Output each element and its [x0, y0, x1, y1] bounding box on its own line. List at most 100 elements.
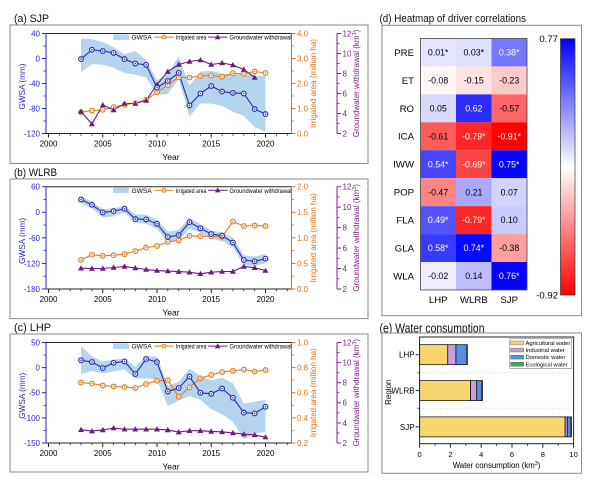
svg-text:10: 10 — [343, 49, 352, 58]
svg-text:2010: 2010 — [148, 295, 166, 304]
svg-text:Groundwater withdrawal: Groundwater withdrawal — [230, 35, 292, 42]
svg-text:0.0: 0.0 — [297, 129, 309, 138]
svg-text:2.0: 2.0 — [297, 79, 309, 88]
svg-text:2000: 2000 — [40, 140, 58, 149]
svg-text:-80: -80 — [28, 104, 40, 113]
svg-text:4: 4 — [343, 264, 348, 273]
svg-text:-0.61: -0.61 — [428, 131, 448, 141]
svg-text:40: 40 — [31, 29, 40, 38]
svg-text:0.14: 0.14 — [465, 271, 482, 281]
svg-text:0: 0 — [36, 208, 41, 217]
svg-text:-150: -150 — [24, 439, 41, 448]
svg-text:(e) Water consumption: (e) Water consumption — [380, 322, 485, 336]
svg-text:2020: 2020 — [257, 449, 275, 458]
svg-text:(c) LHP: (c) LHP — [14, 322, 51, 334]
svg-text:WLRB: WLRB — [391, 387, 414, 396]
svg-text:0.0: 0.0 — [297, 285, 309, 294]
svg-text:10: 10 — [569, 450, 577, 459]
svg-text:0.49*: 0.49* — [428, 215, 449, 225]
svg-text:Groundwater withdrawal (km3): Groundwater withdrawal (km3) — [352, 184, 361, 292]
svg-text:8: 8 — [343, 69, 348, 78]
svg-text:-0.92: -0.92 — [536, 290, 558, 301]
svg-text:0: 0 — [418, 450, 422, 459]
svg-text:Water consumption (km3): Water consumption (km3) — [453, 461, 541, 470]
svg-text:0.62: 0.62 — [465, 103, 482, 113]
svg-text:ET: ET — [402, 76, 414, 87]
svg-text:Irrigated area (million ha): Irrigated area (million ha) — [309, 193, 318, 282]
svg-text:0.10: 0.10 — [501, 215, 518, 225]
svg-text:(b) WLRB: (b) WLRB — [14, 167, 57, 179]
svg-text:-100: -100 — [24, 414, 41, 423]
svg-text:GWSA (mm): GWSA (mm) — [18, 63, 27, 109]
svg-text:0.2: 0.2 — [297, 439, 309, 448]
svg-text:10: 10 — [343, 359, 352, 368]
svg-text:12: 12 — [343, 338, 352, 347]
svg-text:-0.47: -0.47 — [428, 187, 448, 197]
svg-text:(a) SJP: (a) SJP — [14, 13, 49, 25]
svg-text:0.01*: 0.01* — [428, 48, 449, 58]
svg-text:0.21: 0.21 — [465, 187, 482, 197]
svg-text:-0.23: -0.23 — [499, 76, 519, 86]
svg-text:Irrigated area (million ha): Irrigated area (million ha) — [309, 348, 318, 437]
svg-text:1.5: 1.5 — [297, 208, 309, 217]
svg-text:LHP: LHP — [399, 351, 415, 360]
svg-text:-0.15: -0.15 — [464, 76, 484, 86]
svg-text:0.6: 0.6 — [297, 389, 309, 398]
svg-text:SJP: SJP — [400, 423, 415, 432]
svg-text:Year: Year — [162, 308, 179, 318]
svg-text:SJP: SJP — [500, 295, 518, 306]
svg-text:2: 2 — [448, 450, 452, 459]
svg-text:1.0: 1.0 — [297, 234, 309, 243]
svg-text:2: 2 — [343, 285, 348, 294]
svg-text:4: 4 — [479, 450, 483, 459]
svg-text:-0.79*: -0.79* — [462, 131, 486, 141]
svg-text:WLRB: WLRB — [460, 295, 488, 306]
svg-text:50: 50 — [31, 338, 40, 347]
svg-text:0: 0 — [36, 364, 41, 373]
svg-text:4: 4 — [343, 419, 348, 428]
svg-text:6: 6 — [343, 399, 348, 408]
svg-text:0.05: 0.05 — [430, 103, 447, 113]
svg-text:2000: 2000 — [40, 449, 58, 458]
svg-text:2.0: 2.0 — [297, 183, 309, 192]
svg-text:2020: 2020 — [257, 295, 275, 304]
svg-text:0.38*: 0.38* — [499, 48, 520, 58]
svg-text:Irrigated area (million ha): Irrigated area (million ha) — [309, 39, 318, 128]
svg-text:Domestic water: Domestic water — [526, 355, 566, 361]
svg-text:1.0: 1.0 — [297, 338, 309, 347]
svg-text:12: 12 — [343, 29, 352, 38]
svg-text:0.58*: 0.58* — [428, 243, 449, 253]
svg-text:2000: 2000 — [40, 295, 58, 304]
svg-text:6: 6 — [343, 89, 348, 98]
svg-text:-120: -120 — [24, 129, 41, 138]
svg-text:0: 0 — [36, 54, 41, 63]
svg-text:-0.38: -0.38 — [499, 243, 519, 253]
svg-text:GWSA: GWSA — [132, 188, 153, 195]
svg-text:60: 60 — [31, 183, 40, 192]
svg-text:Industrial water: Industrial water — [526, 348, 565, 354]
svg-text:0.75*: 0.75* — [499, 159, 520, 169]
svg-text:-180: -180 — [24, 285, 41, 294]
svg-text:0.03*: 0.03* — [464, 48, 485, 58]
svg-text:Groundwater withdrawal: Groundwater withdrawal — [230, 344, 292, 351]
svg-text:-0.91*: -0.91* — [497, 131, 521, 141]
svg-text:2005: 2005 — [94, 449, 112, 458]
svg-text:Irrigated area: Irrigated area — [176, 35, 207, 42]
svg-text:RO: RO — [400, 104, 414, 115]
svg-text:2005: 2005 — [94, 295, 112, 304]
svg-text:Groundwater withdrawal: Groundwater withdrawal — [230, 188, 292, 195]
svg-text:12: 12 — [343, 183, 352, 192]
svg-text:GWSA (mm): GWSA (mm) — [18, 373, 27, 419]
svg-text:Groundwater withdrawal (km3): Groundwater withdrawal (km3) — [352, 29, 361, 137]
svg-text:Irrigated area: Irrigated area — [176, 344, 207, 351]
svg-text:-60: -60 — [28, 234, 40, 243]
svg-text:2005: 2005 — [94, 140, 112, 149]
svg-text:GWSA: GWSA — [132, 35, 153, 42]
svg-text:0.07: 0.07 — [501, 187, 518, 197]
svg-text:-40: -40 — [28, 79, 40, 88]
svg-text:IWW: IWW — [393, 160, 415, 171]
svg-text:1.0: 1.0 — [297, 104, 309, 113]
svg-text:PRE: PRE — [394, 48, 414, 59]
svg-text:8: 8 — [541, 450, 545, 459]
svg-text:-0.79*: -0.79* — [462, 215, 486, 225]
